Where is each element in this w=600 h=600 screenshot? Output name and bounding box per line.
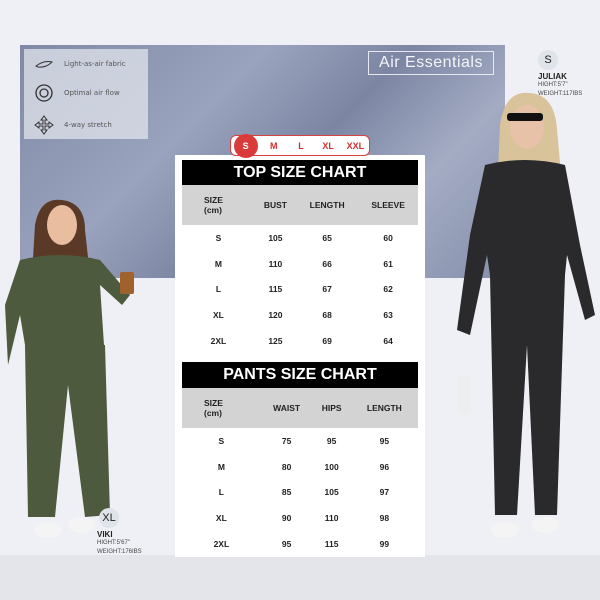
- model-name: VIKI: [97, 530, 113, 539]
- table-cell: 69: [322, 336, 332, 347]
- table-cell: 115: [324, 539, 339, 550]
- table-cell: 64: [383, 336, 393, 347]
- size-option-m[interactable]: M: [270, 140, 278, 151]
- model-height: HIGHT:5'7": [538, 82, 568, 88]
- table-cell: M: [217, 461, 225, 472]
- table-cell: 105: [268, 232, 283, 243]
- table-row: XL 90 110 98: [182, 505, 418, 531]
- table-cell: 98: [379, 513, 390, 524]
- table-cell: XL: [215, 513, 227, 524]
- table-cell: 80: [281, 461, 292, 472]
- table-row: S 105 65 60: [182, 225, 418, 251]
- table-cell: 100: [324, 461, 339, 472]
- model-right-info: S JULIAK HIGHT:5'7" WEIGHT:117IBS: [538, 50, 582, 99]
- table-cell: XL: [212, 310, 224, 321]
- header-row: SIZE (cm) WAIST HIPS LENGTH: [182, 388, 418, 428]
- table-row: 2XL 125 69 64: [182, 328, 418, 354]
- table-cell: 63: [383, 310, 393, 321]
- table-cell: 61: [383, 258, 393, 269]
- table-cell: M: [214, 258, 222, 269]
- size-option-xl[interactable]: XL: [322, 140, 334, 151]
- table-cell: 95: [326, 435, 337, 446]
- table-cell: 60: [383, 232, 393, 243]
- size-option-l[interactable]: L: [298, 140, 304, 151]
- air-flow-icon: [35, 84, 53, 102]
- table-cell: 110: [268, 258, 283, 269]
- header-row: SIZE (cm) BUST LENGTH SLEEVE: [182, 185, 418, 225]
- table-cell: L: [215, 284, 222, 295]
- column-header: LENGTH: [296, 185, 359, 225]
- table-cell: 95: [281, 539, 292, 550]
- table-cell: 99: [379, 539, 390, 550]
- size-selector[interactable]: S M L XL XXL: [230, 133, 370, 158]
- model-name: JULIAK: [538, 72, 567, 81]
- model-weight: WEIGHT:117IBS: [538, 91, 583, 97]
- size-option-s[interactable]: S: [233, 133, 258, 158]
- table-row: M 80 100 96: [182, 454, 418, 480]
- table-cell: 66: [322, 258, 332, 269]
- table-row: L 115 67 62: [182, 277, 418, 303]
- table-cell: 96: [379, 461, 390, 472]
- model-left-image: [5, 199, 134, 538]
- table-cell: 75: [281, 435, 292, 446]
- top-chart-title: TOP SIZE CHART: [182, 160, 418, 186]
- column-header: SIZE (cm): [182, 388, 261, 428]
- table-row: L 85 105 97: [182, 480, 418, 506]
- size-badge: XL: [99, 508, 119, 528]
- table-row: XL 120 68 63: [182, 302, 418, 328]
- feature-item: Optimal air flow: [34, 83, 120, 103]
- model-weight: WEIGHT:176IBS: [97, 549, 142, 555]
- size-option-xxl[interactable]: XXL: [346, 140, 365, 151]
- feature-item: 4-way stretch: [34, 115, 112, 135]
- table-cell: 2XL: [210, 336, 227, 347]
- table-cell: 115: [268, 284, 283, 295]
- table-cell: L: [218, 487, 224, 498]
- table-cell: S: [215, 232, 222, 243]
- column-header: SIZE (cm): [182, 185, 255, 225]
- table-cell: 125: [268, 336, 283, 347]
- table-cell: 62: [383, 284, 393, 295]
- table-cell: 95: [379, 435, 390, 446]
- table-cell: 120: [268, 310, 283, 321]
- feature-item: Light-as-air fabric: [34, 54, 126, 74]
- table-cell: 90: [281, 513, 292, 524]
- floor-strip: [0, 555, 600, 600]
- table-row: S 75 95 95: [182, 428, 418, 454]
- table-cell: S: [218, 435, 225, 446]
- table-cell: 85: [281, 487, 292, 498]
- brand-label: Air Essentials: [368, 51, 494, 75]
- column-header: HIPS: [312, 388, 351, 428]
- pants-chart-title: PANTS SIZE CHART: [182, 362, 418, 388]
- features-box: Light-as-air fabric Optimal air flow 4-w…: [24, 49, 148, 139]
- table-cell: 68: [322, 310, 332, 321]
- column-header: SLEEVE: [358, 185, 418, 225]
- table-cell: 67: [322, 284, 332, 295]
- table-cell: 105: [324, 487, 339, 498]
- size-badge: S: [538, 50, 558, 70]
- table-row: M 110 66 61: [182, 251, 418, 277]
- table-cell: 110: [324, 513, 339, 524]
- feather-icon: [35, 61, 53, 68]
- pants-size-table: SIZE (cm) WAIST HIPS LENGTH S 75 95 95 M 80 100 96 L…: [182, 388, 418, 557]
- column-header: LENGTH: [350, 388, 418, 428]
- model-height: HIGHT:5'67": [97, 540, 130, 546]
- model-left-info: XL VIKI HIGHT:5'67" WEIGHT:176IBS: [97, 508, 142, 557]
- table-cell: 97: [379, 487, 390, 498]
- table-cell: 2XL: [213, 539, 230, 550]
- stretch-arrows-icon: [34, 115, 54, 135]
- model-right-image: [457, 92, 595, 538]
- column-header: WAIST: [260, 388, 313, 428]
- column-header: BUST: [254, 185, 297, 225]
- top-size-table: SIZE (cm) BUST LENGTH SLEEVE S 105 65 60 M 110 66 6…: [182, 185, 418, 354]
- table-row: 2XL 95 115 99: [182, 531, 418, 557]
- table-cell: 65: [322, 232, 332, 243]
